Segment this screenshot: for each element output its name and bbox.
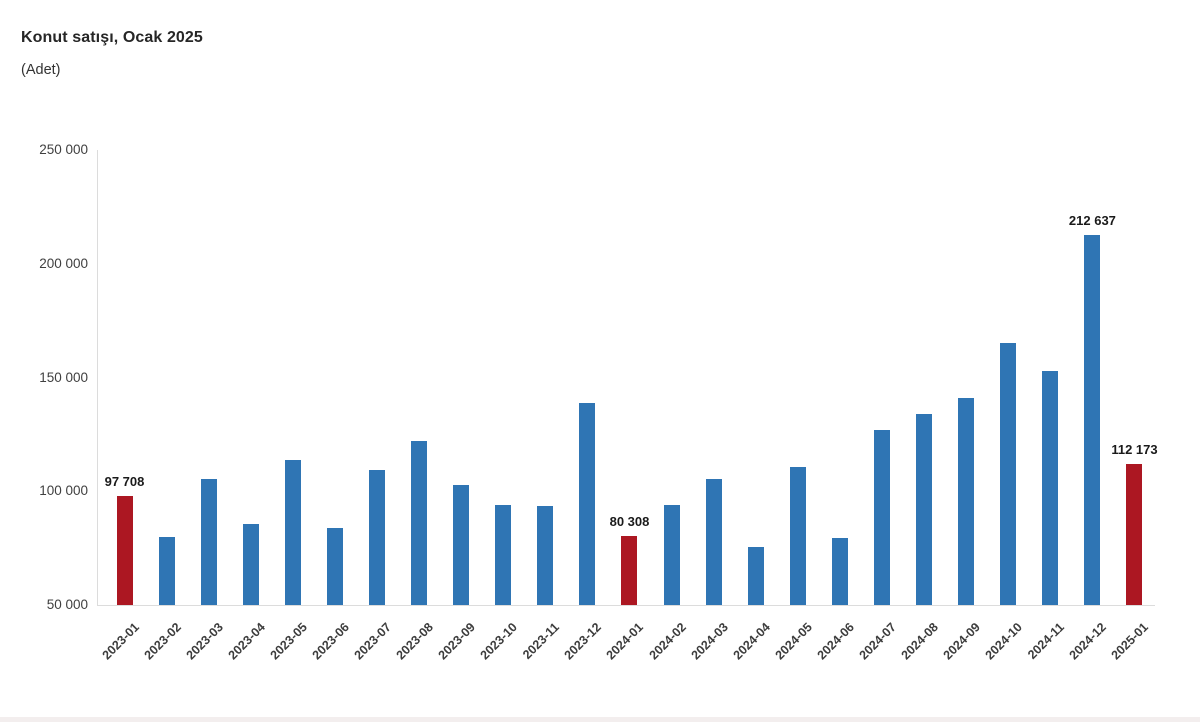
- bar-2024-04: [747, 546, 764, 605]
- bar-2024-09: [958, 398, 975, 605]
- bar-2024-02: [663, 505, 680, 605]
- bar-value-label: 80 308: [609, 514, 650, 530]
- bar-2024-01: [621, 536, 638, 605]
- bar-value-label: 112 173: [1111, 441, 1158, 457]
- bar-2023-05: [284, 460, 301, 605]
- x-axis-baseline: [97, 605, 1155, 606]
- bar-2024-08: [916, 413, 933, 605]
- y-axis-tick-label: 250 000: [39, 142, 88, 157]
- bar-2023-02: [158, 536, 175, 605]
- bar-2024-07: [873, 429, 890, 605]
- bar-2025-01: [1126, 463, 1143, 605]
- bar-2023-08: [411, 440, 428, 605]
- bar-2024-06: [831, 538, 848, 605]
- bar-2024-03: [705, 478, 722, 605]
- bar-2023-12: [579, 403, 596, 605]
- bar-2024-12: [1084, 235, 1101, 605]
- bar-value-label: 97 708: [104, 474, 145, 490]
- bottom-divider: [0, 717, 1200, 722]
- bar-2023-01: [116, 496, 133, 605]
- bar-2023-03: [200, 478, 217, 605]
- chart-subtitle: (Adet): [21, 62, 61, 78]
- y-axis-tick-label: 200 000: [39, 255, 88, 271]
- bar-2023-09: [453, 485, 470, 605]
- bar-2024-11: [1042, 370, 1059, 605]
- bar-2023-10: [495, 505, 512, 605]
- y-axis-line: [97, 150, 98, 605]
- bar-2024-10: [1000, 343, 1017, 605]
- y-axis-tick-label: 100 000: [39, 483, 88, 499]
- y-axis-tick-label: 150 000: [39, 369, 88, 385]
- bar-2024-05: [789, 467, 806, 605]
- bar-2023-11: [537, 506, 554, 605]
- bar-value-label: 212 637: [1068, 213, 1116, 228]
- y-axis-tick-label: 50 000: [46, 597, 88, 612]
- bar-2023-04: [242, 523, 259, 605]
- bar-2023-07: [368, 469, 385, 605]
- chart-title: Konut satışı, Ocak 2025: [21, 29, 203, 46]
- bar-2023-06: [326, 528, 343, 605]
